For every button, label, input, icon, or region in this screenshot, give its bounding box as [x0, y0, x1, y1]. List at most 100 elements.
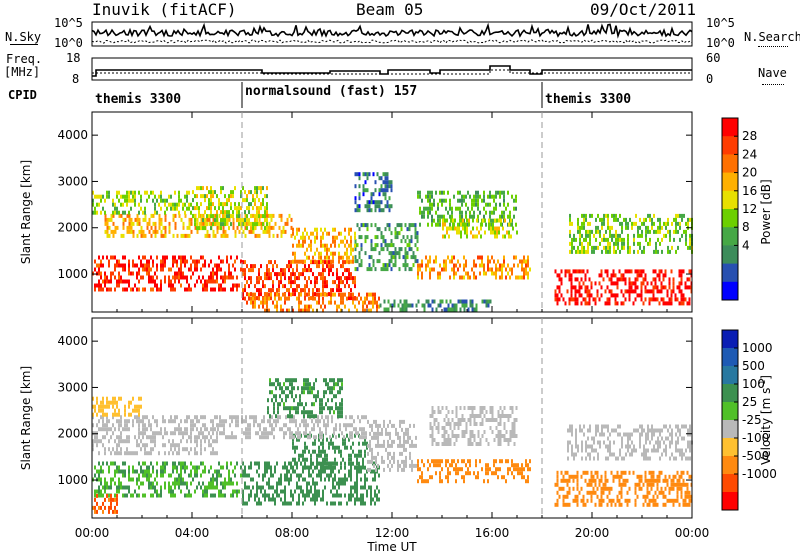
data-cell: [118, 489, 120, 494]
data-cell: [499, 418, 502, 422]
data-cell: [403, 419, 405, 424]
data-cell: [250, 461, 252, 466]
data-cell: [350, 465, 352, 470]
data-cell: [612, 269, 615, 274]
data-cell: [162, 461, 164, 466]
data-cell: [217, 423, 219, 428]
data-cell: [196, 415, 198, 420]
data-cell: [322, 235, 324, 240]
data-cell: [268, 229, 271, 234]
data-cell: [371, 423, 373, 428]
data-cell: [242, 497, 244, 502]
data-cell: [240, 206, 242, 211]
data-cell: [635, 213, 637, 218]
data-cell: [280, 477, 282, 482]
data-cell: [465, 194, 467, 199]
data-cell: [224, 218, 226, 223]
data-cell: [106, 194, 108, 199]
data-cell: [471, 430, 474, 434]
data-cell: [300, 461, 302, 466]
data-cell: [594, 281, 597, 286]
data-cell: [578, 269, 581, 274]
data-cell: [378, 200, 381, 205]
data-cell: [338, 485, 340, 490]
data-cell: [196, 279, 198, 284]
data-cell: [441, 434, 444, 438]
data-cell: [104, 412, 106, 417]
data-cell: [668, 490, 671, 495]
data-cell: [509, 267, 511, 272]
data-cell: [292, 288, 294, 293]
data-cell: [601, 428, 603, 433]
data-cell: [108, 400, 110, 405]
data-cell: [154, 271, 156, 276]
data-cell: [453, 307, 456, 312]
data-cell: [611, 225, 613, 230]
data-cell: [184, 465, 186, 470]
data-cell: [200, 461, 202, 466]
data-cell: [158, 217, 161, 222]
data-cell: [294, 457, 296, 462]
data-cell: [142, 461, 144, 466]
data-cell: [579, 241, 581, 246]
data-cell: [186, 481, 188, 486]
data-cell: [372, 263, 375, 268]
data-cell: [459, 467, 461, 472]
data-cell: [383, 419, 385, 424]
data-cell: [496, 234, 498, 239]
data-cell: [362, 172, 365, 177]
data-cell: [276, 233, 279, 238]
data-cell: [320, 243, 322, 248]
data-cell: [369, 459, 371, 464]
data-cell: [412, 255, 415, 260]
data-cell: [259, 435, 261, 440]
data-cell: [380, 247, 383, 252]
data-cell: [288, 280, 290, 285]
data-cell: [585, 440, 587, 445]
data-cell: [586, 269, 589, 274]
data-cell: [178, 275, 180, 280]
data-cell: [182, 206, 184, 211]
data-cell: [160, 427, 162, 432]
data-cell: [374, 188, 377, 193]
data-cell: [360, 477, 362, 482]
data-cell: [429, 275, 431, 280]
data-cell: [592, 478, 595, 483]
data-cell: [114, 229, 117, 234]
data-cell: [489, 267, 491, 272]
data-cell: [442, 222, 444, 227]
data-cell: [575, 432, 577, 437]
data-cell: [425, 299, 428, 304]
data-cell: [566, 269, 569, 274]
data-cell: [230, 194, 232, 199]
data-cell: [302, 501, 304, 506]
data-cell: [372, 247, 375, 252]
data-cell: [182, 233, 185, 238]
data-cell: [330, 461, 332, 466]
data-cell: [222, 493, 224, 498]
data-cell: [108, 217, 111, 222]
data-cell: [332, 272, 334, 277]
data-cell: [102, 435, 104, 440]
data-cell: [108, 194, 110, 199]
data-cell: [324, 268, 326, 273]
data-cell: [482, 218, 484, 223]
data-cell: [255, 415, 257, 420]
data-cell: [416, 231, 419, 236]
data-cell: [495, 263, 497, 268]
data-cell: [152, 465, 154, 470]
data-cell: [580, 486, 583, 491]
data-cell: [507, 438, 510, 442]
data-cell: [593, 249, 595, 254]
data-cell: [481, 422, 484, 426]
data-cell: [300, 272, 302, 277]
data-cell: [212, 190, 214, 195]
data-cell: [449, 214, 451, 219]
data-cell: [309, 435, 311, 440]
data-cell: [124, 404, 126, 409]
data-cell: [488, 222, 490, 227]
data-cell: [237, 423, 239, 428]
data-cell: [404, 263, 407, 268]
data-cell: [433, 299, 436, 304]
data-cell: [316, 231, 318, 236]
